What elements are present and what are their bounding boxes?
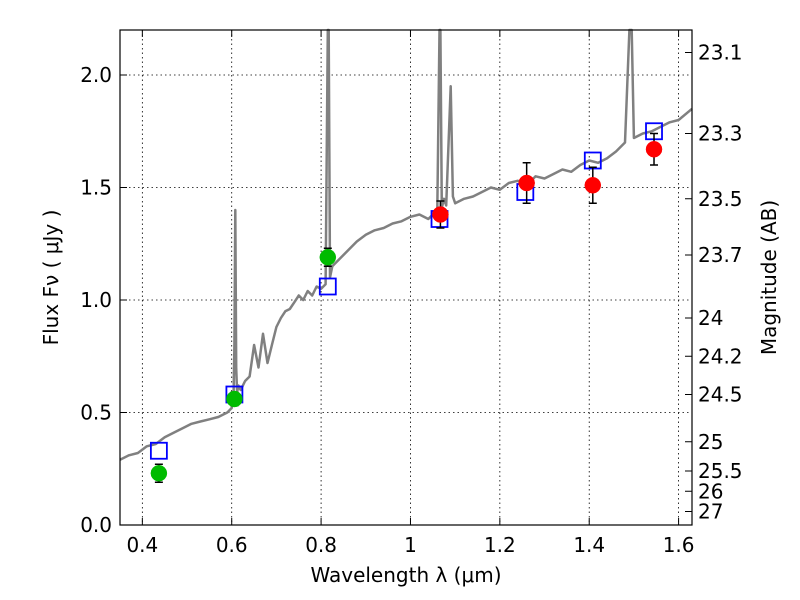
right-tick-label: 24.5 bbox=[698, 383, 743, 407]
x-tick-label: 0.4 bbox=[126, 533, 158, 557]
right-tick-label: 23.5 bbox=[698, 187, 743, 211]
y-tick-label: 0.5 bbox=[80, 401, 112, 425]
x-tick-label: 1.2 bbox=[484, 533, 516, 557]
grid-lines bbox=[120, 30, 692, 525]
right-tick-label: 25 bbox=[698, 430, 723, 454]
plot-frame bbox=[119, 29, 693, 526]
photometry-points bbox=[149, 122, 663, 483]
sed-model-line bbox=[119, 28, 693, 461]
photometry-point bbox=[645, 141, 663, 158]
x-tick-label: 0.8 bbox=[305, 533, 337, 557]
sed-model-layer bbox=[119, 28, 693, 461]
photometry-point bbox=[150, 465, 168, 482]
model-photometry-square bbox=[149, 441, 168, 460]
x-tick-label: 0.6 bbox=[216, 533, 248, 557]
right-tick-label: 23.1 bbox=[698, 41, 743, 65]
photometry-point bbox=[319, 249, 337, 266]
right-axis-label: Magnitude (AB) bbox=[757, 200, 781, 355]
right-tick-label: 23.3 bbox=[698, 122, 743, 146]
photometry-point bbox=[584, 177, 602, 194]
model-photometry-square bbox=[318, 277, 337, 296]
right-tick-label: 26 bbox=[698, 479, 723, 503]
right-tick-label: 23.7 bbox=[698, 243, 743, 267]
photometry-point bbox=[226, 390, 243, 408]
y-tick-label: 1.5 bbox=[80, 176, 112, 200]
x-tick-label: 1.4 bbox=[573, 533, 605, 557]
right-tick-label: 24.2 bbox=[698, 344, 743, 368]
x-axis-label: Wavelength λ (μm) bbox=[310, 563, 501, 587]
x-tick-label: 1 bbox=[404, 533, 417, 557]
right-tick-label: 24 bbox=[698, 306, 723, 330]
photometry-point bbox=[518, 174, 535, 192]
y-tick-label: 2.0 bbox=[80, 63, 112, 87]
axis-ticks: 0.4 0.6 0.8 1 1.2 1.4 1.6 0.0 0.5 1.0 1.5 2.0 23.1 23… bbox=[80, 30, 743, 557]
photometry-point bbox=[432, 206, 449, 223]
y-tick-label: 0.0 bbox=[80, 513, 112, 537]
right-tick-label: 25.5 bbox=[698, 459, 743, 483]
x-tick-label: 1.6 bbox=[663, 533, 695, 557]
y-tick-label: 1.0 bbox=[80, 288, 112, 312]
y-axis-label: Flux Fν ( μJy ) bbox=[39, 210, 63, 346]
right-tick-label: 27 bbox=[698, 500, 723, 524]
